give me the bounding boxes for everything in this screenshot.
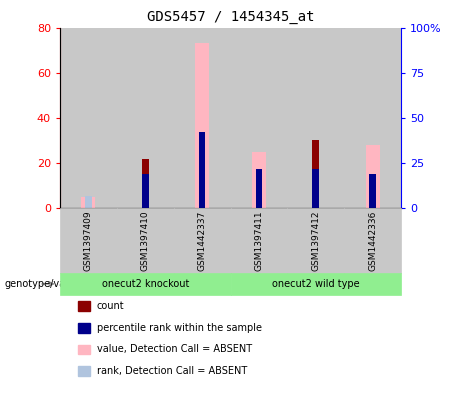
Text: GSM1397410: GSM1397410 xyxy=(141,210,150,271)
Text: genotype/variation: genotype/variation xyxy=(5,279,97,289)
Text: percentile rank within the sample: percentile rank within the sample xyxy=(97,323,262,333)
Bar xyxy=(142,159,148,208)
Bar xyxy=(255,169,262,208)
Text: rank, Detection Call = ABSENT: rank, Detection Call = ABSENT xyxy=(97,366,247,376)
Text: onecut2 wild type: onecut2 wild type xyxy=(272,279,360,289)
Bar xyxy=(366,145,380,208)
Bar xyxy=(313,140,319,208)
Bar xyxy=(252,152,266,208)
Bar xyxy=(287,28,344,208)
Text: GSM1442336: GSM1442336 xyxy=(368,211,377,271)
Bar xyxy=(60,28,117,208)
Title: GDS5457 / 1454345_at: GDS5457 / 1454345_at xyxy=(147,10,314,24)
Text: value, Detection Call = ABSENT: value, Detection Call = ABSENT xyxy=(97,344,252,354)
Text: GSM1397409: GSM1397409 xyxy=(84,210,93,271)
Bar xyxy=(117,28,174,208)
Bar xyxy=(195,43,209,208)
Bar xyxy=(230,28,287,208)
Text: GSM1442337: GSM1442337 xyxy=(198,211,207,271)
Text: GSM1397412: GSM1397412 xyxy=(311,211,320,271)
Bar xyxy=(199,132,206,208)
Bar xyxy=(174,28,230,208)
Text: GSM1397411: GSM1397411 xyxy=(254,210,263,271)
Text: onecut2 knockout: onecut2 knockout xyxy=(101,279,189,289)
Bar xyxy=(344,28,401,208)
Bar xyxy=(142,174,148,208)
Bar xyxy=(369,174,376,208)
Bar xyxy=(81,197,95,208)
Bar xyxy=(85,196,92,208)
Bar xyxy=(313,169,319,208)
Text: count: count xyxy=(97,301,124,311)
